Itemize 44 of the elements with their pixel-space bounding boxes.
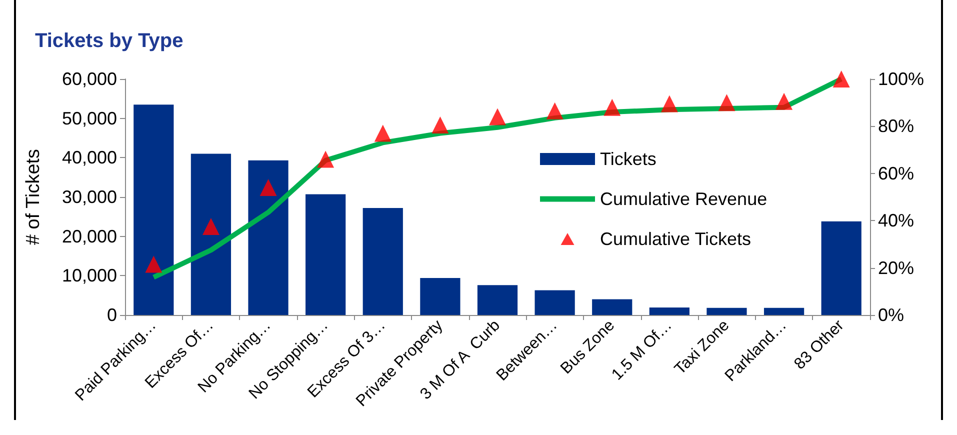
legend-label: Tickets (600, 149, 656, 169)
y2-tick-label: 60% (878, 163, 914, 184)
bar (420, 278, 460, 315)
bar (134, 104, 174, 315)
y2-tick-label: 100% (878, 69, 924, 89)
y-tick-label: 0 (106, 305, 117, 325)
point (260, 179, 277, 196)
point (145, 256, 162, 273)
y-tick-label: 30,000 (62, 187, 117, 207)
bar (362, 208, 403, 315)
bar (477, 285, 518, 315)
point (832, 70, 850, 88)
point (374, 124, 392, 142)
bar (306, 194, 346, 315)
y-tick-label: 10,000 (62, 266, 117, 286)
y-axis-title: # of Tickets (23, 148, 44, 246)
y2-tick-label: 80% (878, 116, 914, 136)
bar (592, 299, 632, 315)
y2-tick-label: 0% (878, 305, 904, 325)
point (604, 98, 621, 116)
legend-label: Cumulative Revenue (600, 189, 768, 209)
bar (190, 154, 232, 315)
y-tick-label: 50,000 (62, 108, 117, 128)
bar (706, 308, 747, 315)
point (718, 94, 736, 112)
bar (649, 308, 690, 315)
y-tick-label: 40,000 (62, 148, 117, 168)
bar (821, 221, 862, 315)
point (776, 92, 793, 110)
point (489, 108, 506, 126)
y2-tick-label: 40% (878, 210, 914, 231)
bar (534, 290, 575, 315)
point (546, 102, 564, 120)
y2-tick-label: 20% (878, 258, 914, 278)
legend-label: Cumulative Tickets (600, 229, 752, 249)
point (660, 95, 678, 112)
point (432, 116, 449, 134)
chart-title: Tickets by Type (35, 30, 184, 52)
point (202, 218, 220, 235)
bar (764, 308, 804, 315)
y-tick-label: 60,000 (62, 69, 117, 89)
point (317, 150, 334, 168)
y-tick-label: 20,000 (62, 226, 117, 246)
bar (248, 160, 288, 315)
